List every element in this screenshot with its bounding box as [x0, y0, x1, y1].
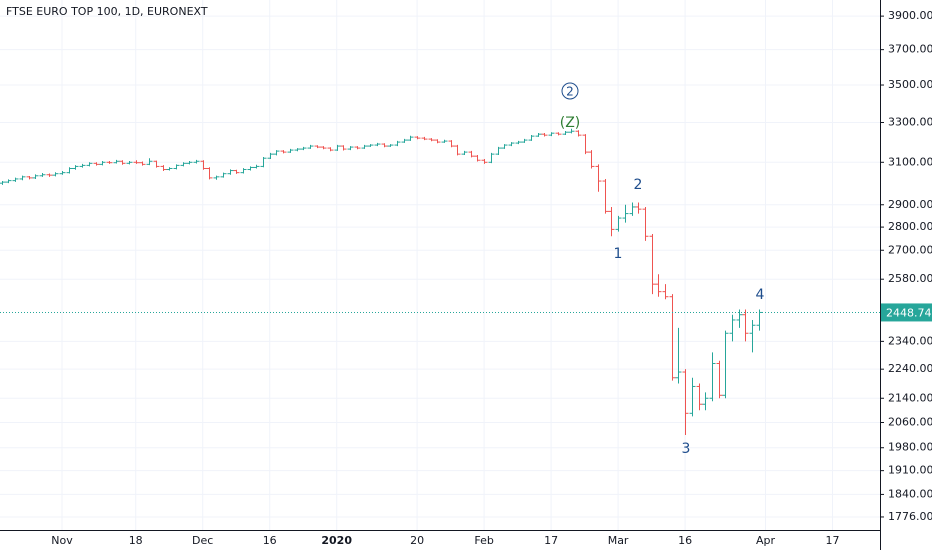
chart-title: FTSE EURO TOP 100, 1D, EURONEXT [6, 5, 208, 18]
last-price-box [881, 303, 932, 322]
x-tick-label: 20 [410, 534, 424, 547]
wave-label: 2 [566, 85, 574, 99]
y-tick-label: 3500.00 [888, 78, 932, 91]
y-tick-label: 3700.00 [888, 43, 932, 56]
last-price-label: 2448.74 [886, 306, 932, 319]
x-tick-label: 16 [263, 534, 277, 547]
y-tick-label: 1910.00 [888, 464, 932, 477]
wave-label: (Z) [560, 115, 581, 131]
x-tick-label: 16 [678, 534, 692, 547]
wave-label: 1 [614, 246, 623, 262]
y-tick-label: 2060.00 [888, 416, 932, 429]
y-tick-label: 2140.00 [888, 391, 932, 404]
y-tick-label: 3300.00 [888, 115, 932, 128]
y-tick-label: 1840.00 [888, 487, 932, 500]
y-tick-label: 3100.00 [888, 155, 932, 168]
x-tick-label: Feb [474, 534, 493, 547]
y-tick-label: 2800.00 [888, 220, 932, 233]
y-tick-label: 2580.00 [888, 272, 932, 285]
y-tick-label: 1776.00 [888, 510, 932, 523]
x-tick-label: 17 [544, 534, 558, 547]
wave-label: 3 [682, 441, 691, 457]
y-tick-label: 2240.00 [888, 362, 932, 375]
x-tick-label: Dec [192, 534, 213, 547]
x-tick-label: 18 [129, 534, 143, 547]
y-tick-label: 2340.00 [888, 334, 932, 347]
wave-circle [561, 82, 579, 100]
x-tick-label: Nov [51, 534, 73, 547]
y-tick-label: 3900.00 [888, 9, 932, 22]
wave-label: 2 [634, 177, 643, 193]
x-tick-label: 2020 [321, 534, 352, 547]
y-tick-label: 1980.00 [888, 441, 932, 454]
y-tick-label: 2900.00 [888, 198, 932, 211]
x-tick-label: Apr [756, 534, 776, 547]
x-tick-label: 17 [826, 534, 840, 547]
y-tick-label: 2700.00 [888, 243, 932, 256]
x-tick-label: Mar [608, 534, 629, 547]
wave-label: 4 [756, 287, 765, 303]
